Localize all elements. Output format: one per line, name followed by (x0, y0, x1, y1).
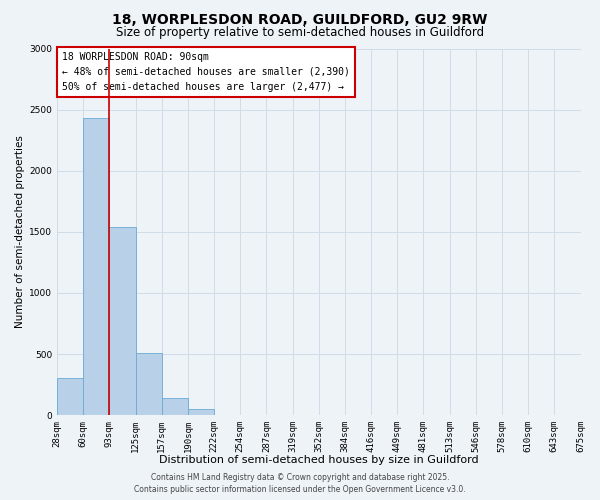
Text: Contains HM Land Registry data © Crown copyright and database right 2025.
Contai: Contains HM Land Registry data © Crown c… (134, 472, 466, 494)
Bar (162, 398, 188, 415)
Y-axis label: Number of semi-detached properties: Number of semi-detached properties (15, 136, 25, 328)
Bar (109, 227, 136, 415)
Bar (57, 378, 83, 415)
Text: Size of property relative to semi-detached houses in Guildford: Size of property relative to semi-detach… (116, 26, 484, 39)
X-axis label: Distribution of semi-detached houses by size in Guildford: Distribution of semi-detached houses by … (159, 455, 479, 465)
Bar (136, 353, 162, 415)
Text: 18, WORPLESDON ROAD, GUILDFORD, GU2 9RW: 18, WORPLESDON ROAD, GUILDFORD, GU2 9RW (112, 12, 488, 26)
Bar (83, 118, 109, 415)
Text: 18 WORPLESDON ROAD: 90sqm
← 48% of semi-detached houses are smaller (2,390)
50% : 18 WORPLESDON ROAD: 90sqm ← 48% of semi-… (62, 52, 350, 92)
Bar (188, 409, 214, 415)
